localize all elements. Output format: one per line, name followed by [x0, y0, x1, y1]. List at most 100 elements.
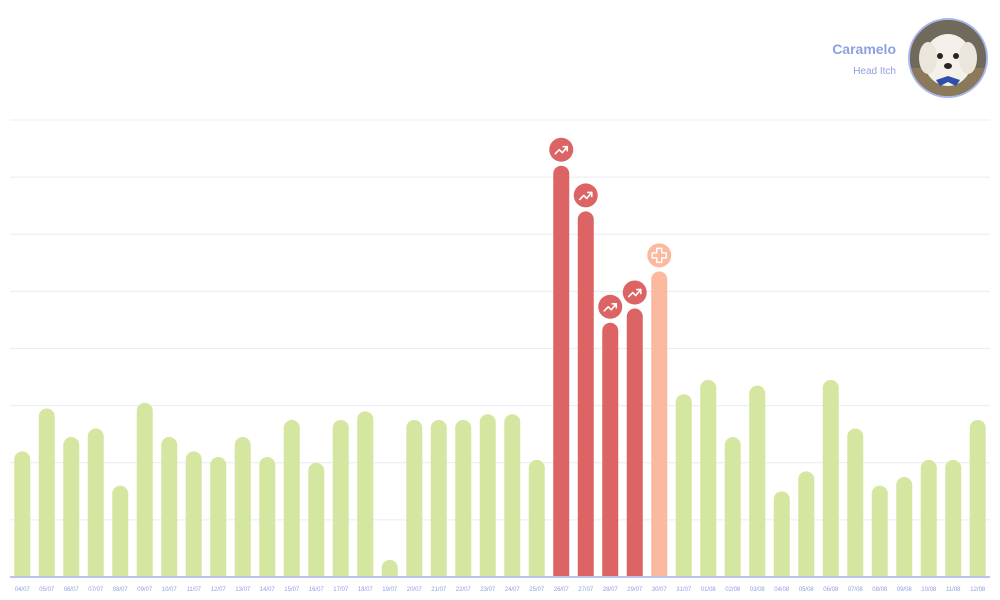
x-tick-label: 10/07 — [162, 587, 178, 593]
x-tick-label: 19/07 — [382, 587, 398, 593]
bar[interactable] — [430, 419, 447, 577]
bar[interactable] — [455, 419, 472, 577]
x-tick-label: 24/07 — [505, 587, 521, 593]
bar[interactable] — [504, 414, 521, 577]
x-tick-label: 30/07 — [652, 587, 668, 593]
bar[interactable] — [577, 211, 594, 577]
trending-up-icon-line — [627, 288, 642, 298]
dog-avatar-icon — [910, 20, 986, 96]
medical-cross-icon — [647, 243, 672, 268]
trending-up-icon-line — [603, 302, 618, 312]
bar[interactable] — [871, 485, 888, 577]
x-tick-label: 07/07 — [88, 587, 104, 593]
bar[interactable] — [381, 559, 398, 577]
x-tick-label: 26/07 — [554, 587, 570, 593]
x-tick-label: 14/07 — [260, 587, 276, 593]
bar[interactable] — [602, 322, 619, 577]
x-tick-label: 05/07 — [39, 587, 55, 593]
x-tick-label: 17/07 — [333, 587, 349, 593]
x-tick-label: 08/07 — [113, 587, 129, 593]
bar[interactable] — [14, 451, 31, 577]
x-tick-label: 29/07 — [627, 587, 643, 593]
bar[interactable] — [651, 271, 668, 577]
bar[interactable] — [63, 437, 80, 577]
trending-up-icon — [622, 280, 647, 305]
bar[interactable] — [553, 165, 570, 577]
x-tick-label: 02/08 — [725, 587, 741, 593]
x-tick-label: 06/08 — [823, 587, 839, 593]
bar[interactable] — [259, 457, 276, 577]
bar[interactable] — [161, 437, 178, 577]
trending-up-icon-line — [554, 145, 569, 155]
x-tick-label: 04/08 — [774, 587, 790, 593]
x-tick-label: 12/08 — [970, 587, 986, 593]
bar[interactable] — [38, 408, 55, 577]
x-tick-label: 20/07 — [407, 587, 423, 593]
trending-up-icon — [549, 137, 574, 162]
bar[interactable] — [675, 394, 692, 577]
x-tick-label: 27/07 — [578, 587, 594, 593]
x-tick-label: 18/07 — [358, 587, 374, 593]
x-tick-label: 16/07 — [309, 587, 325, 593]
x-tick-label: 12/07 — [211, 587, 227, 593]
bar[interactable] — [283, 419, 300, 577]
x-tick-label: 03/08 — [750, 587, 766, 593]
trending-up-icon-arrow — [586, 191, 593, 198]
pet-name: Caramelo — [832, 40, 896, 57]
bar[interactable] — [945, 459, 962, 577]
pet-condition: Head Itch — [853, 65, 896, 77]
x-tick-label: 31/07 — [676, 587, 692, 593]
x-tick-label: 10/08 — [921, 587, 937, 593]
trending-up-icon-arrow — [635, 288, 642, 295]
x-tick-label: 11/07 — [186, 587, 201, 593]
bar[interactable] — [406, 419, 423, 577]
bar[interactable] — [234, 437, 251, 577]
bar[interactable] — [798, 471, 815, 577]
x-tick-label: 15/07 — [284, 587, 300, 593]
trending-up-icon-line — [578, 191, 593, 201]
x-tick-label: 22/07 — [456, 587, 472, 593]
x-tick-label: 09/08 — [897, 587, 913, 593]
bar[interactable] — [185, 451, 202, 577]
bar[interactable] — [528, 459, 545, 577]
trending-up-icon — [598, 294, 623, 319]
x-tick-label: 21/07 — [431, 587, 447, 593]
medical-cross-icon-shape — [651, 247, 667, 264]
bar[interactable] — [896, 477, 913, 577]
bar[interactable] — [700, 379, 717, 577]
bar[interactable] — [210, 457, 227, 577]
bar[interactable] — [479, 414, 496, 577]
bar[interactable] — [332, 419, 349, 577]
bar[interactable] — [112, 485, 129, 577]
x-tick-label: 06/07 — [64, 587, 80, 593]
avatar[interactable] — [908, 18, 988, 98]
x-tick-label: 11/08 — [946, 587, 961, 593]
bar[interactable] — [969, 419, 986, 577]
trending-up-icon — [573, 183, 598, 208]
x-tick-label: 23/07 — [480, 587, 496, 593]
bar[interactable] — [626, 308, 643, 577]
x-tick-label: 07/08 — [848, 587, 864, 593]
x-tick-label: 04/07 — [15, 587, 31, 593]
bar[interactable] — [357, 411, 374, 577]
bar[interactable] — [87, 428, 104, 577]
x-tick-label: 25/07 — [529, 587, 545, 593]
bar[interactable] — [822, 379, 839, 577]
bar[interactable] — [308, 462, 325, 577]
x-tick-label: 01/08 — [701, 587, 717, 593]
pet-profile[interactable]: Caramelo Head Itch — [832, 18, 988, 98]
x-tick-label: 13/07 — [235, 587, 251, 593]
x-tick-label: 09/07 — [137, 587, 153, 593]
bar[interactable] — [749, 385, 766, 577]
x-tick-label: 05/08 — [799, 587, 815, 593]
trending-up-icon-arrow — [611, 302, 618, 309]
bar[interactable] — [136, 402, 153, 577]
trending-up-icon-arrow — [562, 145, 569, 152]
bar[interactable] — [724, 437, 741, 577]
bar[interactable] — [773, 491, 790, 577]
pet-info: Caramelo Head Itch — [832, 40, 896, 77]
bar[interactable] — [847, 428, 864, 577]
bar[interactable] — [920, 459, 937, 577]
